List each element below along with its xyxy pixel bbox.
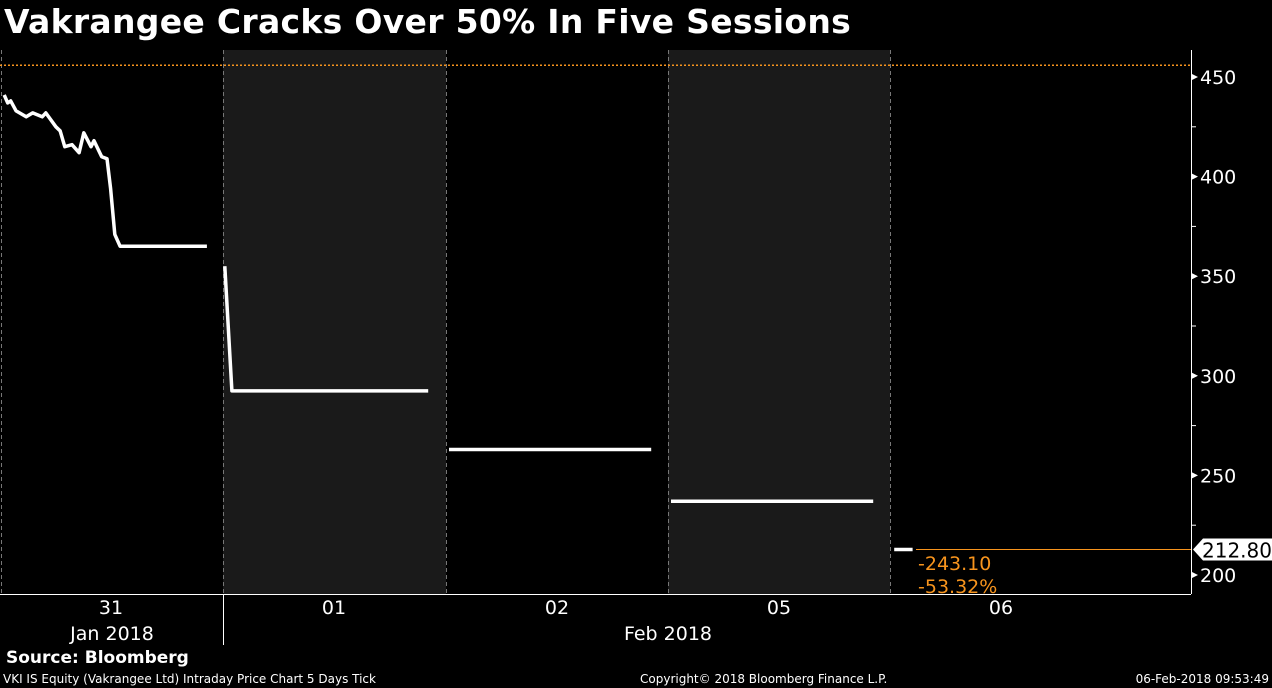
last-price-tag bbox=[1193, 538, 1272, 561]
month-label: Feb 2018 bbox=[624, 623, 712, 645]
y-tick-marker bbox=[1192, 372, 1198, 379]
y-tick-marker bbox=[1192, 572, 1198, 578]
chart-title: Vakrangee Cracks Over 50% In Five Sessio… bbox=[4, 2, 852, 41]
last-price-label: 212.80 bbox=[1202, 539, 1272, 563]
x-tick-label-31: 31 bbox=[99, 597, 123, 619]
y-tick-label: 350 bbox=[1200, 266, 1236, 288]
percent-change-label: -53.32% bbox=[918, 576, 997, 598]
y-tick-label: 400 bbox=[1200, 167, 1236, 189]
y-tick-marker bbox=[1192, 173, 1198, 180]
footer-description: VKI IS Equity (Vakrangee Ltd) Intraday P… bbox=[3, 672, 376, 686]
x-tick-label-02: 02 bbox=[545, 597, 569, 619]
x-tick-label-01: 01 bbox=[322, 597, 346, 619]
y-tick-marker bbox=[1192, 273, 1198, 280]
shaded-session-01 bbox=[223, 50, 446, 594]
y-tick-marker bbox=[1192, 472, 1198, 479]
price-change-label: -243.10 bbox=[918, 553, 991, 575]
price-line-31 bbox=[2, 94, 207, 249]
price-line-01 bbox=[223, 266, 429, 393]
footer-copyright: Copyright© 2018 Bloomberg Finance L.P. bbox=[640, 672, 888, 686]
y-tick-label: 250 bbox=[1200, 465, 1236, 487]
footer-timestamp: 06-Feb-2018 09:53:49 bbox=[1135, 672, 1269, 686]
y-tick-label: 450 bbox=[1200, 67, 1236, 89]
y-tick-label: 300 bbox=[1200, 366, 1236, 388]
x-tick-label-06: 06 bbox=[989, 597, 1013, 619]
source-label: Source: Bloomberg bbox=[6, 648, 189, 668]
month-label: Jan 2018 bbox=[69, 623, 154, 645]
y-tick-marker bbox=[1192, 74, 1198, 80]
y-tick-label: 200 bbox=[1200, 565, 1236, 587]
x-tick-label-05: 05 bbox=[767, 597, 791, 619]
shaded-session-05 bbox=[668, 50, 890, 594]
